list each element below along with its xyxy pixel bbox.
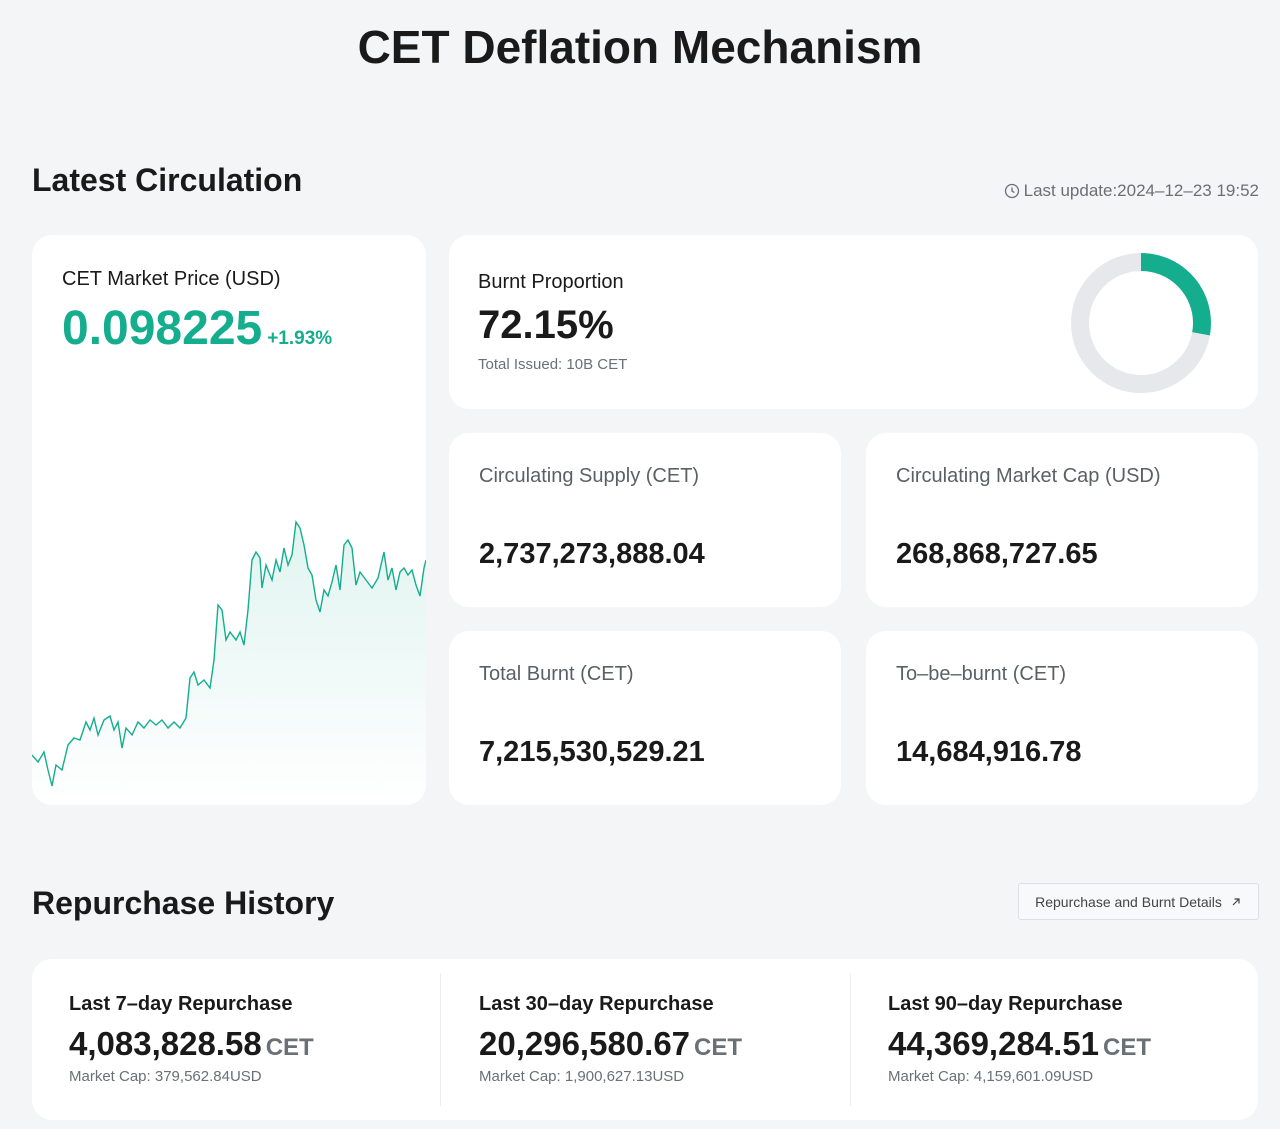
donut-burnt [1071, 253, 1211, 393]
price-change: +1.93% [267, 328, 333, 349]
repurchase-market-cap: Market Cap: 1,900,627.13USD [479, 1068, 684, 1085]
last-update: Last update:2024–12–23 19:52 [1004, 181, 1259, 201]
stat-label: To–be–burnt (CET) [896, 663, 1067, 685]
market-cap-label: Market Cap: [479, 1068, 561, 1085]
section-title: Repurchase History [32, 885, 335, 921]
repurchase-label: Last 30–day Repurchase [479, 993, 714, 1015]
market-cap-label: Market Cap: [69, 1068, 151, 1085]
stat-label: Circulating Market Cap (USD) [896, 465, 1161, 487]
stat-value: 2,737,273,888.04 [479, 538, 705, 570]
burnt-card: Burnt Proportion 72.15% Total Issued: 10… [449, 235, 1258, 409]
sparkline-area [32, 522, 426, 805]
total-issued-label: Total Issued: [478, 356, 563, 373]
stat-card: Circulating Supply (CET) 2,737,273,888.0… [449, 433, 841, 607]
repurchase-market-cap: Market Cap: 379,562.84USD [69, 1068, 262, 1085]
price-value: 0.098225 [62, 302, 263, 355]
burnt-label: Burnt Proportion [478, 271, 624, 293]
market-cap-value: 4,159,601.09USD [973, 1068, 1094, 1085]
stat-value: 268,868,727.65 [896, 538, 1098, 570]
total-issued: Total Issued: 10B CET [478, 356, 627, 373]
stat-card: To–be–burnt (CET) 14,684,916.78 [866, 631, 1258, 805]
repurchase-unit: CET [265, 1034, 314, 1061]
sparkline-line [32, 520, 426, 787]
details-button-text: Repurchase and Burnt Details [1035, 893, 1222, 910]
divider [850, 973, 851, 1106]
clock-icon [1004, 183, 1019, 199]
repurchase-label: Last 90–day Repurchase [888, 993, 1123, 1015]
stat-value: 14,684,916.78 [896, 736, 1082, 768]
price-label: CET Market Price (USD) [62, 268, 281, 290]
external-icon [1232, 897, 1240, 905]
page-title: CET Deflation Mechanism [357, 21, 923, 73]
stat-value: 7,215,530,529.21 [479, 736, 705, 768]
total-issued-value: 10B CET [566, 356, 628, 373]
repurchase-amount-row: 20,296,580.67 CET [479, 1025, 742, 1063]
market-cap-value: 379,562.84USD [154, 1068, 262, 1085]
repurchase-unit: CET [1103, 1034, 1152, 1061]
market-cap-value: 1,900,627.13USD [564, 1068, 685, 1085]
details-button[interactable]: Repurchase and Burnt Details [1018, 883, 1259, 920]
section-title: Latest Circulation [32, 162, 303, 198]
repurchase-item: Last 90–day Repurchase 44,369,284.51 CET … [888, 959, 1248, 1120]
repurchase-amount: 20,296,580.67 [479, 1025, 691, 1062]
repurchase-amount-row: 4,083,828.58 CET [69, 1025, 314, 1063]
last-update-text: Last update:2024–12–23 19:52 [1023, 181, 1259, 200]
repurchase-amount: 4,083,828.58 [69, 1025, 262, 1062]
burnt-value: 72.15% [478, 303, 614, 347]
stat-label: Total Burnt (CET) [479, 663, 634, 685]
repurchase-amount: 44,369,284.51 [888, 1025, 1100, 1062]
burnt-donut [1071, 253, 1211, 393]
repurchase-label: Last 7–day Repurchase [69, 993, 293, 1015]
price-sparkline [32, 520, 426, 805]
stat-label: Circulating Supply (CET) [479, 465, 700, 487]
divider [440, 973, 441, 1106]
repurchase-market-cap: Market Cap: 4,159,601.09USD [888, 1068, 1093, 1085]
market-cap-label: Market Cap: [888, 1068, 970, 1085]
repurchase-unit: CET [694, 1034, 743, 1061]
price-card: CET Market Price (USD) 0.098225 +1.93% [32, 235, 426, 805]
price-row: 0.098225 +1.93% [62, 301, 332, 356]
repurchase-item: Last 30–day Repurchase 20,296,580.67 CET … [479, 959, 839, 1120]
repurchase-item: Last 7–day Repurchase 4,083,828.58 CET Ma… [69, 959, 429, 1120]
stat-card: Total Burnt (CET) 7,215,530,529.21 [449, 631, 841, 805]
repurchase-card: Last 7–day Repurchase 4,083,828.58 CET Ma… [32, 959, 1258, 1120]
repurchase-amount-row: 44,369,284.51 CET [888, 1025, 1151, 1063]
stat-card: Circulating Market Cap (USD) 268,868,727… [866, 433, 1258, 607]
